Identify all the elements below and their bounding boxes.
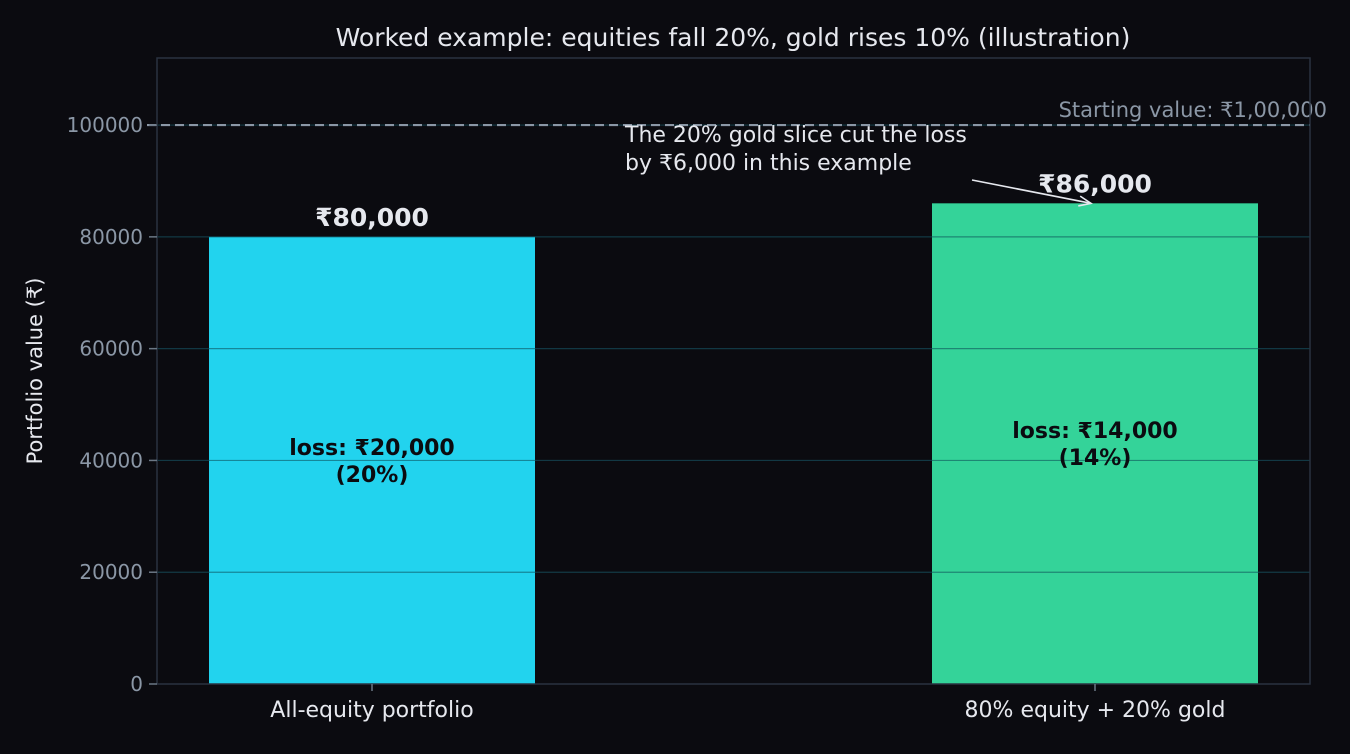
y-axis: 0 20000 40000 60000 80000 100000 — [67, 113, 157, 696]
inner-label-2-line-2: (14%) — [1059, 446, 1132, 471]
y-tick-label-5: 100000 — [67, 113, 143, 137]
y-tick-label-1: 20000 — [79, 560, 143, 584]
y-tick-label-4: 80000 — [79, 225, 143, 249]
y-tick-label-2: 40000 — [79, 448, 143, 472]
reference-line-label: Starting value: ₹1,00,000 — [1059, 98, 1327, 122]
inner-label-2-line-1: loss: ₹14,000 — [1012, 419, 1178, 444]
y-tick-label-0: 0 — [130, 672, 143, 696]
plot-frame — [156, 57, 1311, 685]
annotation-arrow-head — [1078, 195, 1094, 207]
bars-layer — [157, 124, 1310, 685]
y-axis-label: Portfolio value (₹) — [23, 278, 47, 465]
x-tick-label-2: 80% equity + 20% gold — [965, 698, 1226, 723]
inner-label-1-line-1: loss: ₹20,000 — [289, 436, 455, 461]
annotation-line-1: The 20% gold slice cut the loss — [624, 123, 967, 148]
data-labels-layer: ₹80,000 ₹86,000 loss: ₹20,000(20%) loss: ₹1… — [289, 169, 1178, 488]
bar-2 — [932, 203, 1258, 685]
annotation-arrow-shaft — [971, 179, 1092, 205]
inner-label-1-line-2: (20%) — [336, 463, 409, 488]
x-tick-label-1: All-equity portfolio — [270, 698, 473, 723]
x-axis: All-equity portfolio 80% equity + 20% gol… — [270, 684, 1225, 723]
y-tick-label-3: 60000 — [79, 337, 143, 361]
value-label-2: ₹86,000 — [1038, 169, 1152, 198]
annotation-line-2: by ₹6,000 in this example — [625, 151, 912, 176]
value-label-1: ₹80,000 — [315, 203, 429, 232]
chart-title: Worked example: equities fall 20%, gold … — [336, 23, 1131, 52]
annotation-layer: The 20% gold slice cut the loss by ₹6,000… — [624, 123, 1094, 207]
reference-line-layer: Starting value: ₹1,00,000 — [147, 98, 1327, 127]
